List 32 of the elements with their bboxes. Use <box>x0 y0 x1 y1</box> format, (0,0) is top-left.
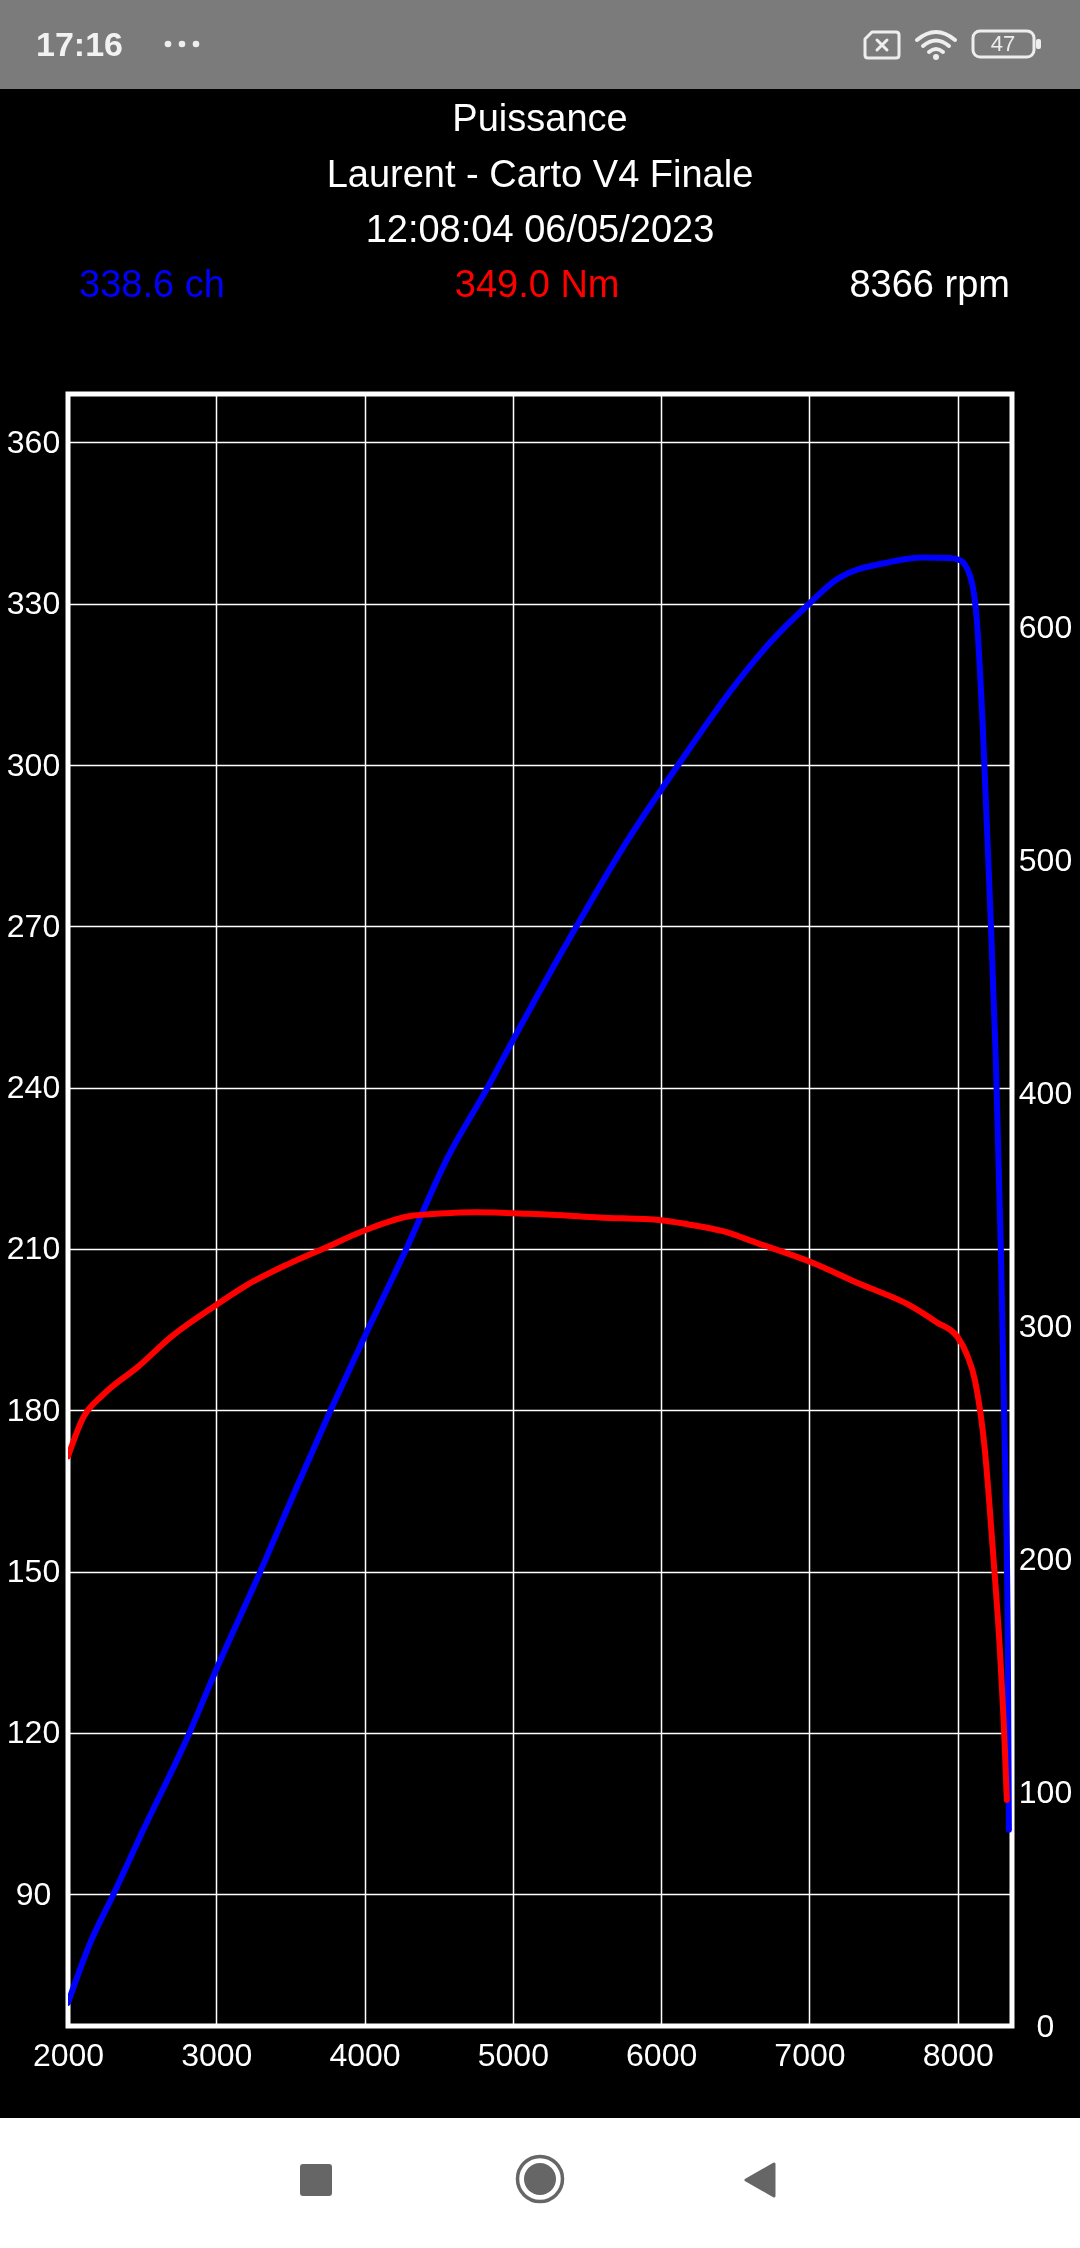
text: 47 <box>973 29 1033 59</box>
y-tick-label: 180 <box>6 1391 61 1428</box>
x-tick-label: 5000 <box>477 2036 549 2073</box>
y-tick-label: 90 <box>15 1875 52 1912</box>
chart-subtitle: Laurent - Carto V4 Finale <box>325 152 755 196</box>
chart-title: Puissance <box>451 96 629 140</box>
y2-tick-label: 100 <box>1018 1774 1073 1811</box>
y-tick-label: 150 <box>6 1553 61 1590</box>
y-tick-label: 120 <box>6 1714 61 1751</box>
text: 12:08:04 06/05/2023 <box>364 207 716 251</box>
y2-tick-label: 600 <box>1018 608 1073 645</box>
x-tick-label: 6000 <box>626 2036 698 2073</box>
text: 349.0 Nm <box>454 262 620 306</box>
text: 17:16 <box>36 24 123 64</box>
text: 8366 rpm <box>849 262 1010 306</box>
x-tick-label: 3000 <box>181 2036 253 2073</box>
y2-tick-label: 500 <box>1018 841 1073 878</box>
y-tick-label: 240 <box>6 1069 61 1106</box>
y-tick-label: 270 <box>6 907 61 944</box>
y-tick-label: 360 <box>6 423 61 460</box>
y2-tick-label: 0 <box>1036 2007 1055 2044</box>
x-tick-label: 8000 <box>922 2036 994 2073</box>
x-tick-label: 2000 <box>32 2036 105 2073</box>
y-tick-label: 330 <box>6 585 61 622</box>
text: 338.6 ch <box>79 262 225 306</box>
y2-tick-label: 300 <box>1018 1308 1073 1345</box>
y2-tick-label: 200 <box>1018 1541 1073 1578</box>
y-tick-label: 300 <box>6 746 61 783</box>
y2-tick-label: 400 <box>1018 1074 1073 1111</box>
x-tick-label: 7000 <box>774 2036 846 2073</box>
x-tick-label: 4000 <box>329 2036 401 2073</box>
y-tick-label: 210 <box>6 1230 61 1267</box>
